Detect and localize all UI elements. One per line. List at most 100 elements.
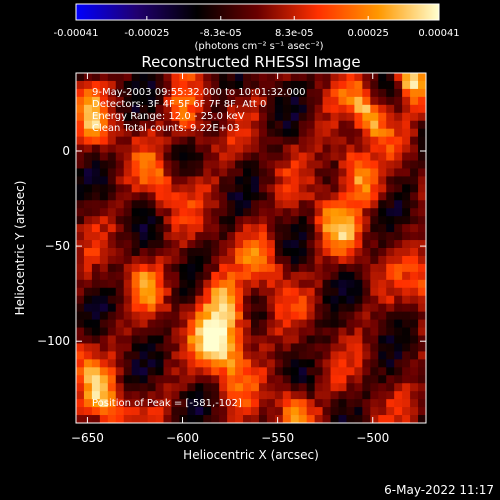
image-pixel: [338, 160, 347, 169]
image-pixel: [362, 415, 371, 423]
image-pixel: [115, 335, 125, 344]
image-pixel: [147, 391, 156, 400]
image-pixel: [290, 343, 300, 352]
image-pixel: [107, 248, 117, 257]
image-pixel: [139, 73, 148, 82]
image-pixel: [346, 136, 355, 145]
image-pixel: [354, 327, 363, 336]
image-pixel: [99, 359, 109, 368]
image-pixel: [251, 160, 260, 169]
image-pixel: [219, 216, 228, 225]
image-pixel: [171, 152, 180, 161]
image-pixel: [195, 200, 204, 209]
image-pixel: [346, 279, 355, 289]
image-pixel: [330, 80, 339, 90]
image-pixel: [131, 176, 141, 185]
image-pixel: [115, 73, 125, 82]
image-pixel: [258, 152, 268, 161]
image-pixel: [171, 287, 180, 297]
image-pixel: [163, 120, 172, 130]
image-pixel: [386, 152, 395, 161]
image-pixel: [362, 232, 371, 241]
image-pixel: [306, 399, 316, 408]
image-pixel: [418, 399, 426, 408]
image-pixel: [99, 248, 109, 257]
image-pixel: [203, 391, 212, 400]
image-pixel: [274, 112, 284, 122]
image-pixel: [410, 303, 419, 313]
image-pixel: [258, 248, 268, 257]
image-pixel: [394, 120, 403, 130]
image-pixel: [139, 224, 148, 233]
image-pixel: [330, 200, 339, 209]
image-pixel: [147, 88, 156, 98]
image-pixel: [314, 128, 323, 138]
image-pixel: [243, 232, 252, 241]
image-pixel: [115, 383, 125, 392]
image-pixel: [282, 232, 292, 241]
image-pixel: [362, 160, 371, 169]
image-pixel: [107, 383, 117, 392]
image-pixel: [266, 319, 276, 328]
image-pixel: [298, 224, 308, 233]
image-pixel: [338, 287, 347, 297]
image-pixel: [418, 208, 426, 217]
image-pixel: [131, 367, 141, 376]
image-pixel: [306, 208, 316, 217]
image-pixel: [258, 311, 268, 320]
image-pixel: [258, 255, 268, 265]
image-pixel: [290, 255, 300, 265]
image-pixel: [362, 343, 371, 352]
image-pixel: [251, 208, 260, 217]
image-pixel: [266, 335, 276, 344]
image-pixel: [322, 335, 331, 344]
image-pixel: [378, 255, 387, 265]
image-pixel: [195, 295, 204, 305]
image-pixel: [155, 208, 164, 217]
image-pixel: [338, 351, 347, 360]
image-pixel: [258, 351, 268, 360]
image-pixel: [115, 407, 125, 416]
image-pixel: [418, 80, 426, 90]
image-pixel: [131, 240, 141, 249]
image-pixel: [402, 279, 411, 289]
image-pixel: [83, 120, 93, 130]
image-pixel: [203, 263, 212, 273]
image-pixel: [354, 255, 363, 265]
image-pixel: [322, 104, 331, 114]
image-pixel: [83, 216, 93, 225]
image-pixel: [219, 351, 228, 360]
image-pixel: [123, 128, 133, 138]
image-pixel: [290, 383, 300, 392]
image-pixel: [83, 128, 93, 138]
image-pixel: [91, 415, 101, 423]
image-pixel: [131, 208, 141, 217]
image-pixel: [370, 152, 379, 161]
image-pixel: [219, 319, 228, 328]
image-pixel: [258, 263, 268, 273]
image-pixel: [91, 255, 101, 265]
image-pixel: [354, 144, 363, 153]
image-pixel: [274, 415, 284, 423]
image-pixel: [139, 311, 148, 320]
image-pixel: [410, 279, 419, 289]
image-pixel: [219, 407, 228, 416]
image-pixel: [362, 375, 371, 384]
image-pixel: [115, 367, 125, 376]
image-pixel: [115, 255, 125, 265]
image-pixel: [187, 128, 196, 138]
image-pixel: [123, 391, 133, 400]
image-pixel: [219, 88, 228, 98]
image-pixel: [155, 112, 164, 122]
image-pixel: [243, 112, 252, 122]
image-pixel: [346, 319, 355, 328]
image-pixel: [147, 96, 156, 106]
image-pixel: [115, 232, 125, 241]
image-pixel: [410, 295, 419, 305]
image-pixel: [418, 407, 426, 416]
image-pixel: [123, 311, 133, 320]
image-pixel: [418, 128, 426, 138]
image-pixel: [410, 104, 419, 114]
image-pixel: [107, 232, 117, 241]
image-pixel: [330, 128, 339, 138]
